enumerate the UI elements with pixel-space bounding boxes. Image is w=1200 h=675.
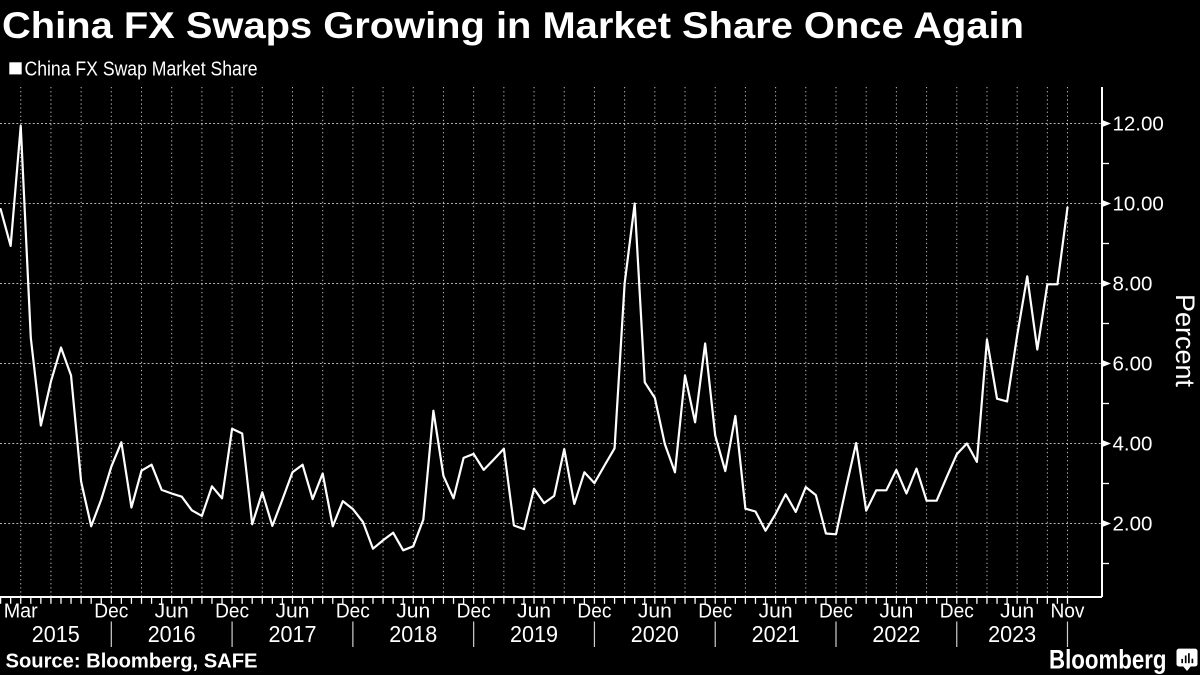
svg-text:Bloomberg: Bloomberg (1049, 644, 1167, 674)
svg-text:2018: 2018 (389, 621, 437, 647)
svg-text:2017: 2017 (269, 621, 317, 647)
svg-text:Dec: Dec (336, 600, 370, 623)
svg-text:Jun: Jun (759, 600, 793, 623)
svg-text:10.00: 10.00 (1113, 193, 1164, 216)
svg-text:Dec: Dec (940, 600, 974, 623)
svg-text:Jun: Jun (396, 600, 430, 623)
svg-text:2020: 2020 (631, 621, 679, 647)
svg-text:Mar: Mar (4, 600, 38, 623)
svg-text:Percent: Percent (1170, 294, 1200, 388)
svg-text:Nov: Nov (1050, 600, 1085, 623)
svg-text:6.00: 6.00 (1113, 353, 1153, 376)
svg-text:2015: 2015 (32, 621, 80, 647)
svg-text:Jun: Jun (517, 600, 551, 623)
svg-text:2.00: 2.00 (1113, 513, 1153, 536)
svg-text:2022: 2022 (872, 621, 920, 647)
svg-text:Source: Bloomberg, SAFE: Source: Bloomberg, SAFE (6, 650, 258, 672)
svg-text:Dec: Dec (215, 600, 249, 623)
svg-text:2021: 2021 (752, 621, 800, 647)
svg-text:2019: 2019 (510, 621, 558, 647)
svg-text:Dec: Dec (457, 600, 491, 623)
svg-text:Jun: Jun (275, 600, 309, 623)
svg-text:2023: 2023 (988, 621, 1036, 647)
svg-text:8.00: 8.00 (1113, 273, 1153, 296)
svg-text:Dec: Dec (94, 600, 128, 623)
svg-text:Dec: Dec (577, 600, 611, 623)
svg-text:Jun: Jun (879, 600, 913, 623)
svg-text:Jun: Jun (638, 600, 672, 623)
svg-text:China FX Swap Market Share: China FX Swap Market Share (25, 59, 258, 81)
svg-text:Jun: Jun (1000, 600, 1034, 623)
svg-text:Jun: Jun (155, 600, 189, 623)
svg-text:4.00: 4.00 (1113, 433, 1153, 456)
svg-text:2016: 2016 (148, 621, 196, 647)
svg-text:Dec: Dec (819, 600, 853, 623)
svg-text:Dec: Dec (698, 600, 732, 623)
svg-text:China FX Swaps Growing in Mark: China FX Swaps Growing in Market Share O… (2, 5, 1024, 46)
svg-text:12.00: 12.00 (1113, 113, 1164, 136)
